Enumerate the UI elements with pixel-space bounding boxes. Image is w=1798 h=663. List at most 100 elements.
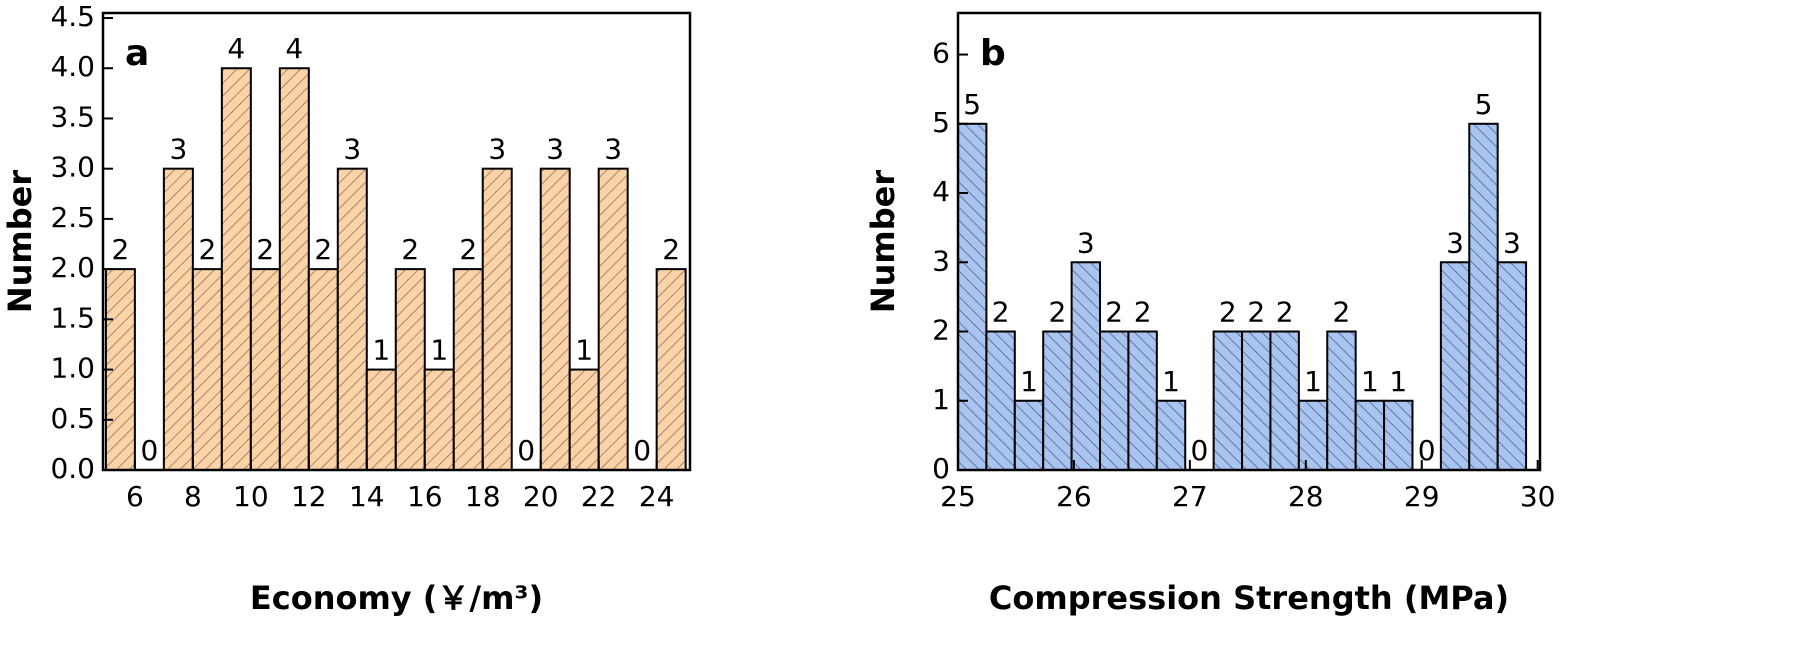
data-label: 3: [169, 133, 187, 166]
data-label: 2: [111, 233, 129, 266]
data-label: 2: [1105, 296, 1123, 329]
bar: [957, 122, 988, 472]
x-tick-label: 27: [1172, 480, 1208, 513]
axes-frame: [101, 11, 692, 472]
y-tick-label: 2.0: [50, 251, 95, 284]
data-label: 2: [198, 233, 216, 266]
x-tick-label: 20: [523, 480, 559, 513]
bar: [249, 268, 281, 471]
data-label: 0: [1191, 434, 1209, 467]
x-tick-label: 6: [126, 480, 144, 513]
data-label: 0: [633, 434, 651, 467]
bar: [1354, 399, 1386, 471]
bar: [278, 67, 310, 471]
y-tick-label: 2: [932, 314, 950, 347]
data-label: 2: [1134, 296, 1152, 329]
y-tick-label: 0.0: [50, 452, 95, 485]
bar: [1127, 330, 1158, 471]
x-tick-label: 8: [184, 480, 202, 513]
data-label: 1: [372, 334, 390, 367]
data-label: 2: [1247, 296, 1265, 329]
x-tick-label: 30: [1520, 480, 1556, 513]
data-label: 3: [1077, 226, 1095, 259]
y-tick-label: 3: [932, 244, 950, 277]
data-label: 2: [459, 233, 477, 266]
x-axis-title: Economy (￥/m³): [250, 579, 543, 617]
data-label: 3: [488, 133, 506, 166]
bar: [597, 167, 629, 472]
data-label: 2: [662, 233, 680, 266]
data-label: 0: [517, 434, 535, 467]
panel-label: b: [980, 33, 1006, 74]
x-tick-label: 16: [407, 480, 443, 513]
data-label: 1: [1304, 365, 1322, 398]
bar: [1496, 261, 1528, 472]
y-tick-label: 0: [932, 452, 950, 485]
data-label: 3: [343, 133, 361, 166]
data-label: 2: [1333, 296, 1351, 329]
data-label: 1: [430, 334, 448, 367]
axes-frame: [956, 11, 1542, 472]
data-label: 1: [1162, 365, 1180, 398]
y-tick-label: 5: [932, 106, 950, 139]
bar: [1383, 399, 1414, 471]
bar: [220, 67, 252, 471]
bar: [1212, 330, 1244, 471]
data-label: 1: [1361, 365, 1379, 398]
bar: [568, 368, 600, 471]
y-tick-label: 4.5: [50, 0, 95, 33]
y-axis-title: Number: [864, 170, 902, 314]
bar: [365, 368, 397, 471]
x-tick-label: 22: [581, 480, 617, 513]
bar: [985, 330, 1016, 471]
bar: [1042, 330, 1073, 471]
bar: [1099, 330, 1130, 471]
data-label: 3: [604, 133, 622, 166]
x-tick-label: 10: [233, 480, 269, 513]
x-tick-label: 18: [465, 480, 501, 513]
data-label: 2: [401, 233, 419, 266]
bar: [1468, 122, 1499, 472]
bar: [1013, 399, 1045, 471]
bar: [481, 167, 513, 472]
bar: [162, 167, 194, 472]
bar: [1269, 330, 1300, 471]
bar: [1155, 399, 1187, 471]
y-tick-label: 1.0: [50, 352, 95, 385]
x-tick-label: 14: [349, 480, 385, 513]
bar: [394, 268, 426, 471]
data-label: 2: [1276, 296, 1294, 329]
data-label: 2: [992, 296, 1010, 329]
y-axis-title: Number: [1, 170, 39, 314]
x-tick-label: 25: [940, 480, 976, 513]
data-label: 1: [1020, 365, 1038, 398]
panel-label: a: [125, 33, 149, 74]
bar: [423, 368, 455, 471]
data-label: 1: [575, 334, 593, 367]
x-tick-label: 12: [291, 480, 327, 513]
y-tick-label: 6: [932, 37, 950, 70]
bar: [655, 268, 687, 471]
data-label: 2: [314, 233, 332, 266]
bar: [336, 167, 368, 472]
data-label: 4: [227, 32, 245, 65]
data-label: 4: [285, 32, 303, 65]
data-label: 2: [1049, 296, 1067, 329]
y-tick-label: 0.5: [50, 402, 95, 435]
data-label: 3: [546, 133, 564, 166]
bar: [1070, 261, 1102, 472]
x-tick-label: 24: [639, 480, 675, 513]
y-tick-label: 3.5: [50, 100, 95, 133]
bar: [539, 167, 571, 472]
bar: [1297, 399, 1329, 471]
x-tick-label: 26: [1056, 480, 1092, 513]
data-label: 2: [256, 233, 274, 266]
data-label: 1: [1389, 365, 1407, 398]
data-label: 5: [1475, 88, 1493, 121]
data-label: 5: [963, 88, 981, 121]
y-tick-label: 4: [932, 175, 950, 208]
x-tick-label: 29: [1404, 480, 1440, 513]
bar: [191, 268, 223, 471]
x-axis-title: Compression Strength (MPa): [989, 579, 1509, 617]
